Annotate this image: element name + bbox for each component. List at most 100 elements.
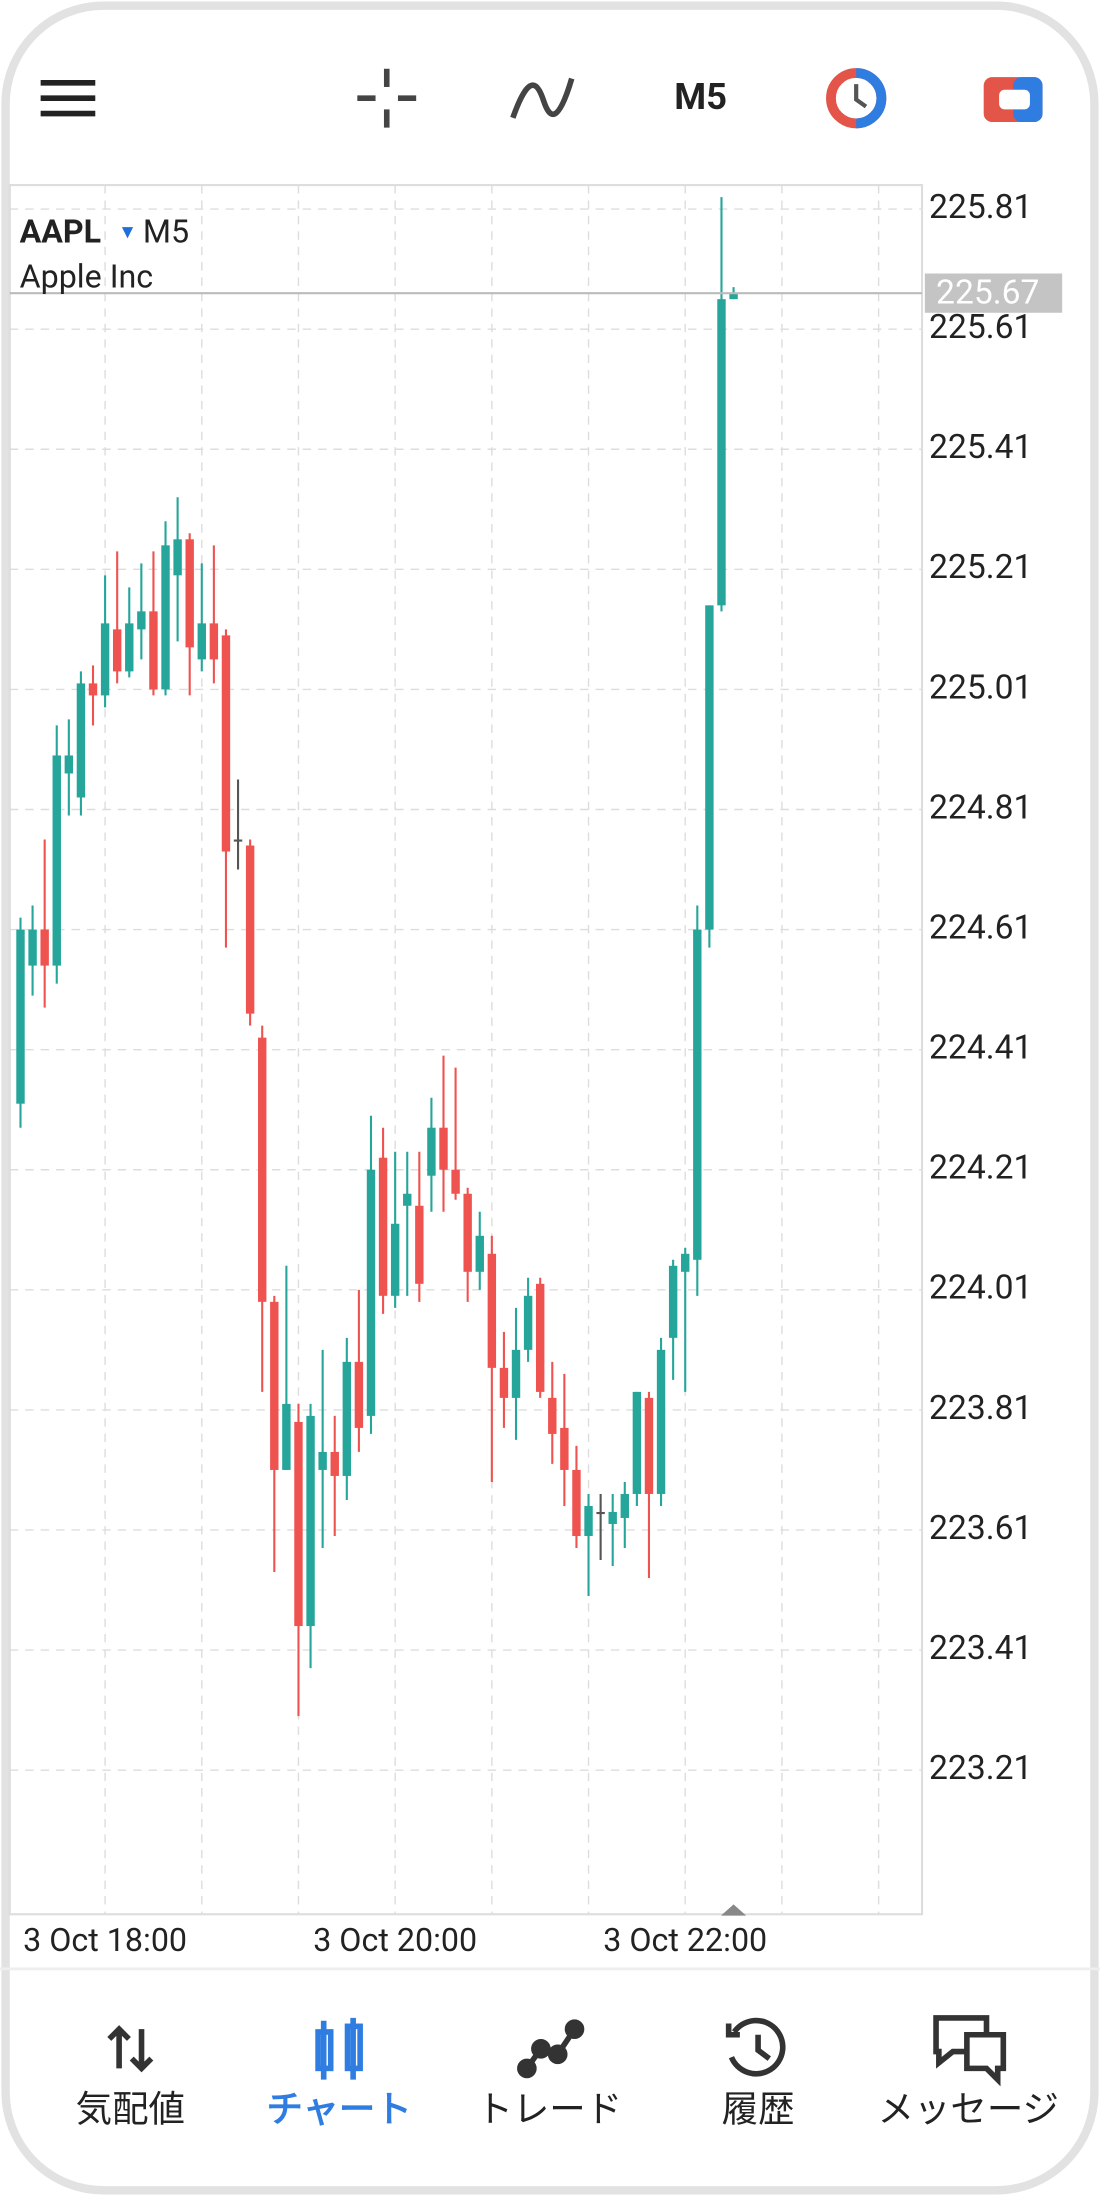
hamburger[interactable] (40, 79, 96, 117)
y-tick-label: 225.21 (929, 548, 1032, 587)
icon-path (964, 2031, 1007, 2087)
icon-path (564, 2019, 585, 2039)
icon-hand (854, 84, 868, 109)
y-tick-label: 223.41 (929, 1629, 1032, 1668)
y-tick-label: 223.81 (929, 1389, 1032, 1428)
candle-body (354, 1361, 364, 1428)
candle-body (197, 623, 206, 660)
candle-body (294, 1421, 303, 1627)
icon-path (531, 2038, 551, 2059)
candle-body (463, 1193, 472, 1272)
icon-path (320, 2017, 356, 2080)
indicators-button[interactable] (510, 77, 575, 119)
symbol[interactable]: AAPL (20, 213, 101, 251)
nav-messages-icon (933, 2015, 1007, 2087)
candle-body (258, 1037, 267, 1302)
candle-body (88, 683, 98, 696)
candle-body (487, 1253, 497, 1368)
candle-body (209, 623, 219, 660)
candle-body (149, 611, 158, 690)
candle-body (451, 1169, 460, 1194)
candle-body (185, 539, 194, 648)
y-tick-label: 223.61 (929, 1509, 1032, 1548)
candle-body (125, 623, 134, 672)
candle-body (548, 1397, 557, 1434)
candle-body (632, 1391, 642, 1494)
icon-path (107, 2025, 154, 2073)
candle-body (596, 1511, 605, 1515)
candle-body (608, 1511, 617, 1524)
candle-body (729, 293, 738, 300)
candle-body (717, 299, 726, 606)
x-tick-label: 3 Oct 18:00 (23, 1921, 187, 1959)
symbol-description: Apple Inc (20, 257, 154, 295)
icon-shape (999, 89, 1030, 110)
candle-body (173, 539, 182, 576)
y-tick-label: 224.81 (929, 788, 1032, 827)
plot: 223.21 223.41 223.61 223.81 224.01 224.21 224.… (9, 185, 1063, 1959)
candle-body (523, 1295, 533, 1350)
clock-button[interactable] (826, 68, 887, 129)
candle-body (137, 611, 146, 630)
candle-body (693, 929, 702, 1260)
nav-label[interactable]: トレード (476, 2087, 622, 2130)
nav-label[interactable]: メッセージ (878, 2087, 1059, 2130)
x-tick-label: 3 Oct 20:00 (313, 1921, 477, 1959)
candle-body (415, 1205, 424, 1284)
symbol-dropdown[interactable] (121, 227, 134, 239)
nav-quotes-icon (107, 2025, 154, 2073)
candle-body (499, 1367, 509, 1398)
nav-label[interactable]: 履歴 (722, 2087, 795, 2130)
candle-body (270, 1301, 279, 1470)
y-tick-label: 223.21 (929, 1749, 1032, 1788)
crosshair-button[interactable] (357, 68, 417, 128)
icon-path (728, 2017, 786, 2077)
trade-button[interactable] (983, 77, 1043, 123)
candle-body (161, 545, 170, 690)
candle-body (390, 1223, 400, 1296)
nav-history-icon (725, 2017, 786, 2077)
y-tick-label: 224.21 (929, 1149, 1032, 1188)
y-tick-label: 225.61 (929, 308, 1032, 347)
icon-ring (855, 68, 887, 129)
y-tick-label: 225.41 (929, 428, 1032, 467)
candle-body (378, 1157, 388, 1296)
chart-timeframe: M5 (143, 213, 189, 251)
candle-body (245, 845, 255, 1014)
candle-body (233, 839, 243, 842)
candle-body (221, 635, 231, 852)
candle-body (668, 1265, 678, 1338)
nav-label[interactable]: チャート (266, 2087, 411, 2130)
candle-body (535, 1283, 545, 1392)
candle-body (52, 755, 61, 966)
candle-body (584, 1505, 593, 1536)
nav-label[interactable]: 気配値 (76, 2087, 185, 2130)
candle-body (306, 1415, 315, 1627)
candle-body (511, 1349, 521, 1398)
candle-body (403, 1193, 412, 1206)
candle-body (705, 605, 714, 930)
candle-body (112, 629, 122, 672)
candle-body (28, 929, 37, 966)
nav-bar: 気配値 チャート トレード 履歴 メッセージ (76, 2087, 1059, 2130)
icon-path (547, 2044, 568, 2065)
icon-path (725, 2023, 740, 2038)
nav-chart-icon (315, 2017, 363, 2080)
candle-body (644, 1397, 654, 1494)
candle-body (439, 1127, 448, 1170)
candle-body (100, 623, 110, 696)
y-tick-label: 225.01 (929, 668, 1032, 707)
candle-body (318, 1451, 327, 1470)
candle-body (76, 683, 86, 798)
timeframe-button[interactable]: M5 (674, 75, 727, 118)
candle-body (342, 1361, 352, 1476)
icon-path (755, 2034, 771, 2061)
y-tick-label: 225.81 (929, 188, 1032, 227)
nav-trade-icon (517, 2019, 585, 2079)
y-tick-label: 224.01 (929, 1269, 1032, 1308)
candle-body (64, 755, 74, 774)
candle-body (572, 1469, 581, 1536)
